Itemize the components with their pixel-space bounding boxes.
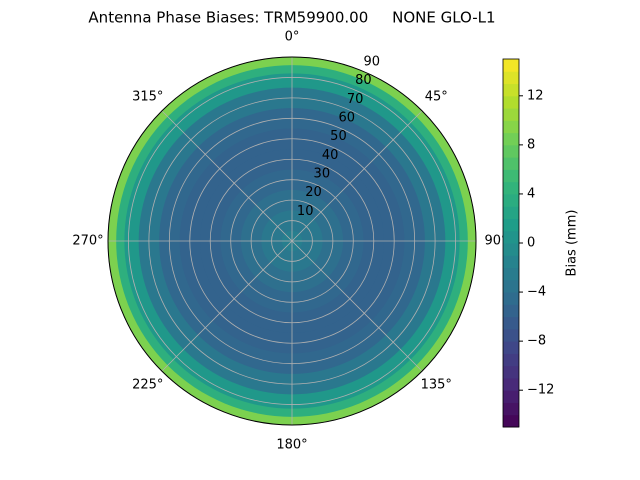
theta-grid-line (291, 240, 423, 372)
theta-grid-line (161, 240, 293, 372)
theta-tick-label: 0° (285, 30, 300, 45)
colorbar-band (503, 243, 519, 256)
colorbar-band (503, 414, 519, 428)
colorbar-band (503, 132, 519, 146)
colorbar-band (503, 83, 519, 97)
colorbar-band (503, 95, 519, 109)
colorbar-band (503, 365, 519, 379)
colorbar-band (503, 255, 519, 269)
theta-tick-label: 225° (132, 378, 163, 393)
colorbar-band (503, 390, 519, 403)
colorbar-band (503, 279, 519, 293)
r-tick-label: 60 (339, 110, 356, 125)
colorbar-tick-label: 12 (527, 88, 544, 103)
r-tick-label: 40 (322, 148, 339, 163)
colorbar-band (503, 402, 519, 416)
theta-tick-label: 135° (421, 378, 452, 393)
colorbar-band (503, 316, 519, 330)
colorbar-band (503, 144, 519, 158)
polar-frame (107, 56, 477, 426)
colorbar-band (503, 193, 519, 207)
colorbar-tick-label: −8 (527, 334, 546, 349)
colorbar-band (503, 181, 519, 195)
colorbar-band (503, 267, 519, 281)
colorbar-band (503, 120, 519, 134)
colorbar-band (503, 59, 519, 72)
colorbar-label: Bias (mm) (565, 210, 580, 277)
theta-tick-label: 45° (425, 89, 448, 104)
r-tick-label: 90 (363, 54, 380, 69)
theta-grid-line (291, 110, 423, 242)
colorbar-band (503, 304, 519, 318)
colorbar-band (503, 328, 519, 342)
colorbar-band (503, 157, 519, 170)
colorbar-band (503, 353, 519, 367)
colorbar-tick-label: 0 (527, 236, 535, 251)
r-tick-label: 10 (297, 204, 314, 219)
colorbar-band (503, 292, 519, 305)
colorbar-tick-label: −12 (527, 383, 554, 398)
r-tick-label: 70 (347, 92, 364, 107)
colorbar-band (503, 71, 519, 85)
theta-tick-label: 270° (72, 234, 103, 249)
theta-grid-line (161, 110, 293, 242)
chart-title: Antenna Phase Biases: TRM59900.00 NONE G… (88, 9, 495, 27)
colorbar-band (503, 218, 519, 232)
colorbar-band (503, 230, 519, 244)
colorbar-band (503, 341, 519, 354)
theta-tick-label: 180° (276, 438, 307, 453)
r-tick-label: 20 (305, 185, 322, 200)
colorbar-band (503, 169, 519, 183)
r-tick-label: 30 (314, 167, 331, 182)
colorbar-band (503, 377, 519, 391)
theta-tick-label: 90° (484, 234, 507, 249)
colorbar-tick-label: 8 (527, 137, 535, 152)
colorbar-band (503, 108, 519, 121)
r-tick-label: 50 (330, 129, 347, 144)
r-tick-label: 80 (355, 73, 372, 88)
colorbar-tick-label: 4 (527, 186, 535, 201)
theta-tick-label: 315° (132, 89, 163, 104)
colorbar-tick-label: −4 (527, 285, 546, 300)
colorbar-band (503, 206, 519, 219)
